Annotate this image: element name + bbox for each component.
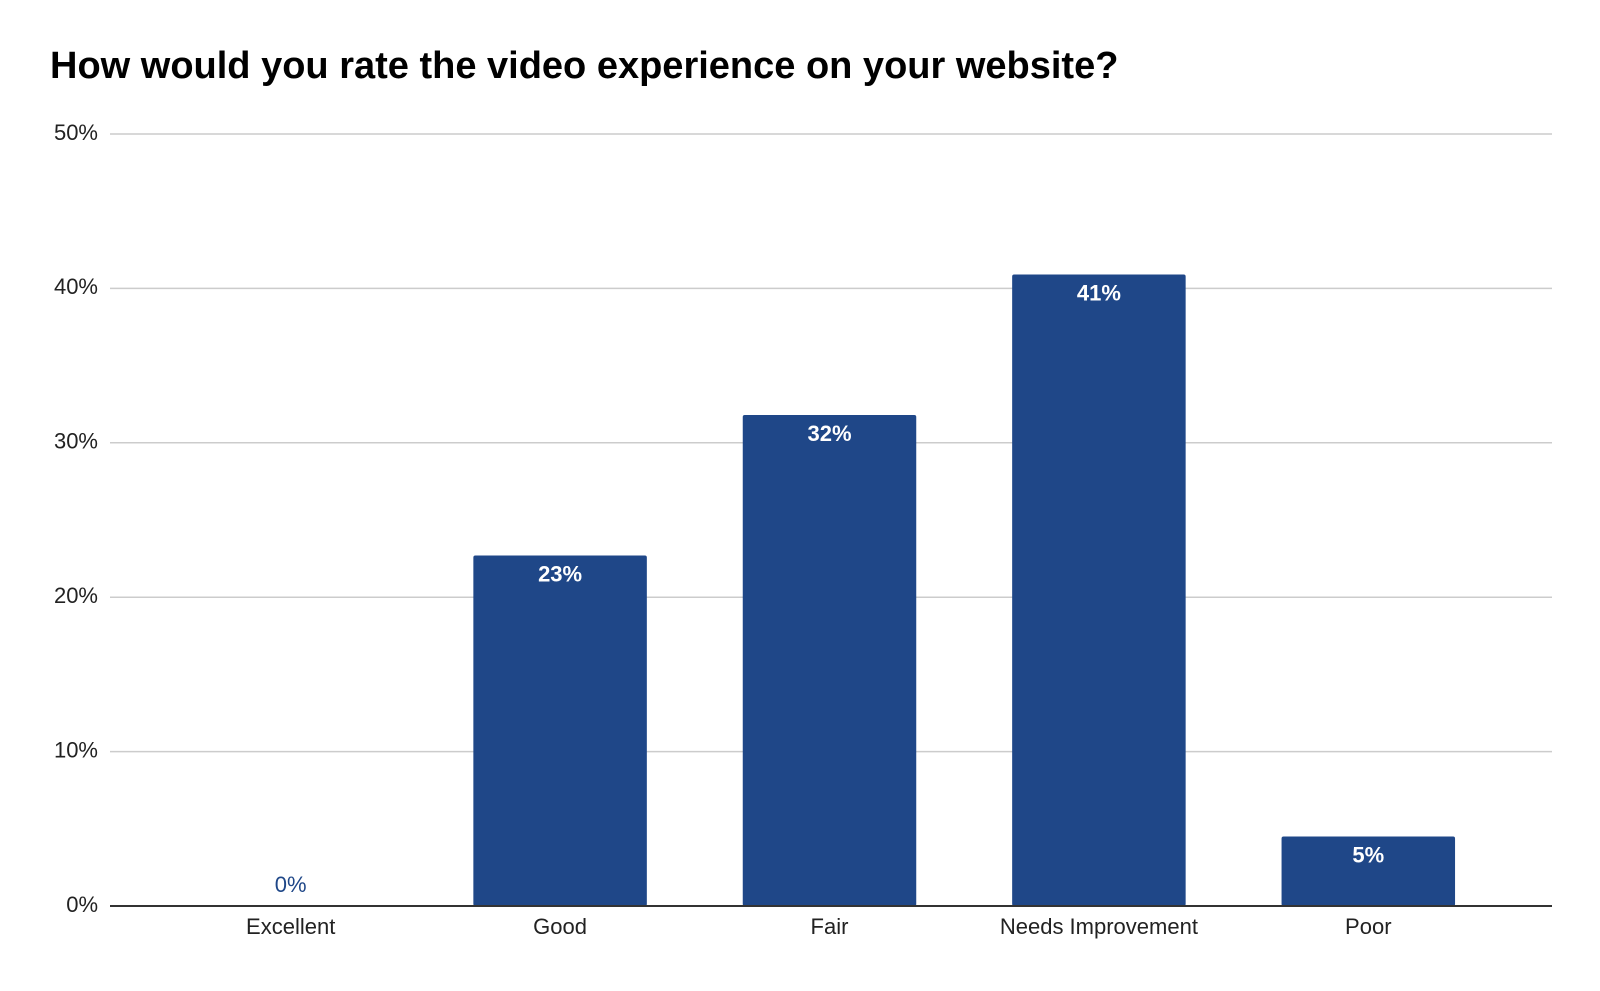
data-label: 32% bbox=[807, 421, 851, 446]
data-label: 0% bbox=[275, 872, 307, 897]
data-label: 5% bbox=[1352, 842, 1384, 867]
chart-title: How would you rate the video experience … bbox=[50, 45, 1118, 87]
bar bbox=[473, 555, 647, 906]
x-tick-label: Excellent bbox=[246, 914, 335, 939]
y-tick-label: 40% bbox=[54, 274, 98, 299]
y-tick-label: 10% bbox=[54, 737, 98, 762]
x-tick-label: Good bbox=[533, 914, 587, 939]
x-tick-label: Poor bbox=[1345, 914, 1391, 939]
y-tick-label: 0% bbox=[66, 892, 98, 917]
x-tick-label: Fair bbox=[811, 914, 849, 939]
bar bbox=[1281, 836, 1456, 906]
y-tick-label: 20% bbox=[54, 583, 98, 608]
data-label: 23% bbox=[538, 561, 582, 586]
y-tick-label: 30% bbox=[54, 429, 98, 454]
x-tick-label: Needs Improvement bbox=[1000, 914, 1198, 939]
y-tick-label: 50% bbox=[54, 120, 98, 145]
bar bbox=[1012, 274, 1186, 906]
bar bbox=[742, 415, 917, 906]
data-label: 41% bbox=[1077, 280, 1121, 305]
